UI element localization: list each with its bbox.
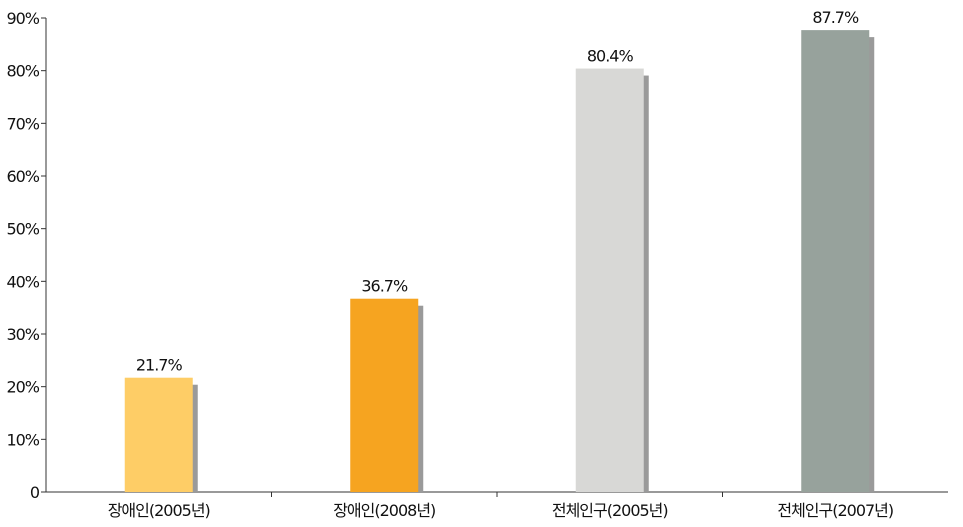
bar bbox=[801, 30, 870, 492]
bar-value-label: 21.7% bbox=[136, 356, 183, 375]
bar-value-label: 87.7% bbox=[812, 8, 859, 27]
y-axis: 0 10% 20% 30% 40% 50% 60% 70% 80% 90% bbox=[6, 9, 47, 502]
x-tick-label: 전체인구(2007년) bbox=[777, 501, 893, 520]
y-tick-label: 50% bbox=[6, 220, 39, 239]
bar-value-label: 36.7% bbox=[361, 277, 408, 296]
x-axis: 장애인(2005년) 장애인(2008년) 전체인구(2005년) 전체인구(2007… bbox=[46, 491, 948, 520]
bar bbox=[575, 68, 644, 492]
bars bbox=[124, 30, 875, 492]
y-tick-label: 10% bbox=[6, 430, 39, 449]
bar-value-label: 80.4% bbox=[587, 47, 634, 66]
y-tick-label: 0 bbox=[30, 483, 40, 502]
y-tick-label: 20% bbox=[6, 378, 39, 397]
bar bbox=[350, 298, 419, 492]
x-tick-label: 전체인구(2005년) bbox=[552, 501, 668, 520]
y-tick-label: 40% bbox=[6, 272, 39, 291]
x-tick-label: 장애인(2005년) bbox=[108, 501, 210, 520]
y-tick-label: 90% bbox=[6, 9, 39, 28]
bar bbox=[124, 377, 193, 492]
x-tick-label: 장애인(2008년) bbox=[333, 501, 435, 520]
y-tick-label: 60% bbox=[6, 167, 39, 186]
data-labels: 21.7% 36.7% 80.4% 87.7% bbox=[136, 8, 860, 375]
y-tick-label: 30% bbox=[6, 325, 39, 344]
y-tick-label: 80% bbox=[6, 62, 39, 81]
y-tick-label: 70% bbox=[6, 114, 39, 133]
